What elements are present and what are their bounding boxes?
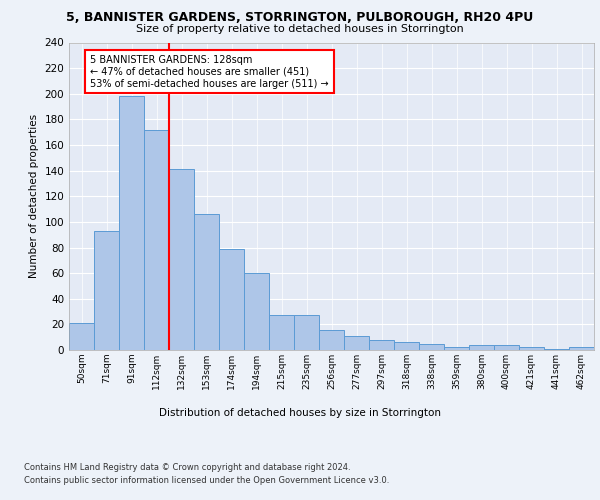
- Bar: [169, 170, 194, 350]
- Bar: [94, 231, 119, 350]
- Text: Contains HM Land Registry data © Crown copyright and database right 2024.: Contains HM Land Registry data © Crown c…: [24, 462, 350, 471]
- Text: 5 BANNISTER GARDENS: 128sqm
← 47% of detached houses are smaller (451)
53% of se: 5 BANNISTER GARDENS: 128sqm ← 47% of det…: [90, 56, 329, 88]
- Bar: [444, 348, 469, 350]
- Bar: [569, 348, 594, 350]
- Bar: [344, 336, 369, 350]
- Bar: [69, 323, 94, 350]
- Text: 5, BANNISTER GARDENS, STORRINGTON, PULBOROUGH, RH20 4PU: 5, BANNISTER GARDENS, STORRINGTON, PULBO…: [67, 11, 533, 24]
- Bar: [244, 273, 269, 350]
- Text: Contains public sector information licensed under the Open Government Licence v3: Contains public sector information licen…: [24, 476, 389, 485]
- Bar: [194, 214, 219, 350]
- Bar: [219, 249, 244, 350]
- Bar: [394, 342, 419, 350]
- Bar: [119, 96, 144, 350]
- Bar: [319, 330, 344, 350]
- Bar: [419, 344, 444, 350]
- Text: Size of property relative to detached houses in Storrington: Size of property relative to detached ho…: [136, 24, 464, 34]
- Bar: [269, 316, 294, 350]
- Bar: [494, 345, 519, 350]
- Bar: [544, 348, 569, 350]
- Y-axis label: Number of detached properties: Number of detached properties: [29, 114, 39, 278]
- Bar: [294, 316, 319, 350]
- Bar: [369, 340, 394, 350]
- Bar: [469, 345, 494, 350]
- Bar: [144, 130, 169, 350]
- Text: Distribution of detached houses by size in Storrington: Distribution of detached houses by size …: [159, 408, 441, 418]
- Bar: [519, 348, 544, 350]
